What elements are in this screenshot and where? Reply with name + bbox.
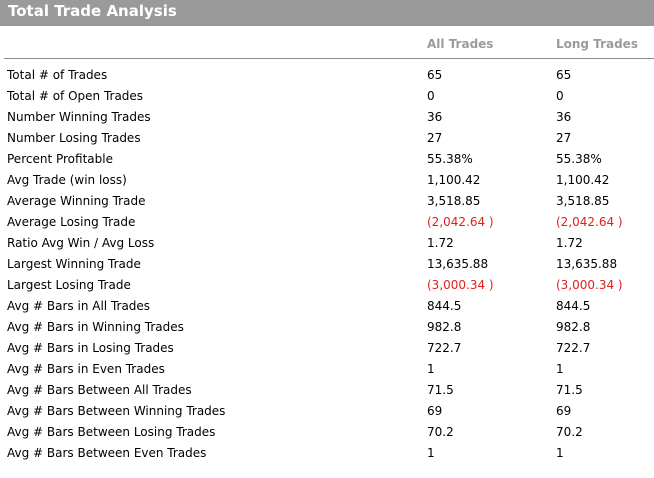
table-row: Average Losing Trade (2,042.64 ) (2,042.64… (0, 211, 654, 232)
long-trades-value: 722.7 (556, 341, 591, 355)
all-trades-value: 27 (427, 131, 443, 145)
row-label: Number Losing Trades (7, 131, 141, 145)
long-trades-value: 27 (556, 131, 572, 145)
all-trades-value: 70.2 (427, 425, 454, 439)
row-label: Number Winning Trades (7, 110, 151, 124)
table-row: Avg # Bars in Winning Trades 982.8 982.8 (0, 316, 654, 337)
all-trades-value: 722.7 (427, 341, 462, 355)
all-trades-value: 844.5 (427, 299, 462, 313)
table-row: Avg # Bars Between Losing Trades 70.2 70.2 (0, 421, 654, 442)
row-label: Avg # Bars Between Losing Trades (7, 425, 216, 439)
row-label: Avg # Bars in Even Trades (7, 362, 165, 376)
table-row: Avg # Bars Between Winning Trades 69 69 (0, 400, 654, 421)
table-row: Avg # Bars in Even Trades 1 1 (0, 358, 654, 379)
row-label: Average Winning Trade (7, 194, 146, 208)
all-trades-value: 0 (427, 89, 435, 103)
long-trades-value: 69 (556, 404, 572, 418)
table-row: Avg Trade (win loss) 1,100.42 1,100.42 (0, 169, 654, 190)
panel-title: Total Trade Analysis (8, 2, 177, 20)
table-row: Avg # Bars Between Even Trades 1 1 (0, 442, 654, 463)
long-trades-value: 3,518.85 (556, 194, 610, 208)
table-row: Total # of Trades 65 65 (0, 64, 654, 85)
all-trades-value: (3,000.34 ) (427, 278, 494, 292)
long-trades-value: 982.8 (556, 320, 591, 334)
long-trades-value: (2,042.64 ) (556, 215, 623, 229)
row-label: Average Losing Trade (7, 215, 136, 229)
row-label: Largest Losing Trade (7, 278, 131, 292)
column-header-long-trades: Long Trades (556, 37, 638, 51)
all-trades-value: 1,100.42 (427, 173, 481, 187)
row-label: Avg Trade (win loss) (7, 173, 127, 187)
row-label: Ratio Avg Win / Avg Loss (7, 236, 155, 250)
table-row: Number Winning Trades 36 36 (0, 106, 654, 127)
table-row: Average Winning Trade 3,518.85 3,518.85 (0, 190, 654, 211)
long-trades-value: 1.72 (556, 236, 583, 250)
table-row: Total # of Open Trades 0 0 (0, 85, 654, 106)
all-trades-value: (2,042.64 ) (427, 215, 494, 229)
table-row: Largest Winning Trade 13,635.88 13,635.88 (0, 253, 654, 274)
row-label: Avg # Bars Between Even Trades (7, 446, 207, 460)
long-trades-value: 1 (556, 446, 564, 460)
table-row: Number Losing Trades 27 27 (0, 127, 654, 148)
row-label: Percent Profitable (7, 152, 113, 166)
all-trades-value: 36 (427, 110, 443, 124)
header-divider (4, 58, 654, 59)
row-label: Avg # Bars in Losing Trades (7, 341, 174, 355)
long-trades-value: 13,635.88 (556, 257, 618, 271)
all-trades-value: 71.5 (427, 383, 454, 397)
table-row: Percent Profitable 55.38% 55.38% (0, 148, 654, 169)
row-label: Total # of Open Trades (7, 89, 144, 103)
long-trades-value: 36 (556, 110, 572, 124)
all-trades-value: 3,518.85 (427, 194, 481, 208)
row-label: Avg # Bars in All Trades (7, 299, 151, 313)
long-trades-value: 71.5 (556, 383, 583, 397)
long-trades-value: 1 (556, 362, 564, 376)
row-label: Avg # Bars Between All Trades (7, 383, 192, 397)
table-row: Largest Losing Trade (3,000.34 ) (3,000.34… (0, 274, 654, 295)
column-header-all-trades: All Trades (427, 37, 494, 51)
long-trades-value: 55.38% (556, 152, 602, 166)
table-row: Avg # Bars Between All Trades 71.5 71.5 (0, 379, 654, 400)
row-label: Avg # Bars Between Winning Trades (7, 404, 226, 418)
row-label: Largest Winning Trade (7, 257, 141, 271)
all-trades-value: 55.38% (427, 152, 473, 166)
long-trades-value: 65 (556, 68, 572, 82)
row-label: Avg # Bars in Winning Trades (7, 320, 184, 334)
all-trades-value: 1.72 (427, 236, 454, 250)
long-trades-value: 1,100.42 (556, 173, 610, 187)
long-trades-value: 844.5 (556, 299, 591, 313)
title-bar: Total Trade Analysis (0, 0, 654, 26)
long-trades-value: 70.2 (556, 425, 583, 439)
all-trades-value: 69 (427, 404, 443, 418)
table-row: Ratio Avg Win / Avg Loss 1.72 1.72 (0, 232, 654, 253)
table-row: Avg # Bars in Losing Trades 722.7 722.7 (0, 337, 654, 358)
table-row: Avg # Bars in All Trades 844.5 844.5 (0, 295, 654, 316)
long-trades-value: (3,000.34 ) (556, 278, 623, 292)
all-trades-value: 65 (427, 68, 443, 82)
trade-stats-table: Total # of Trades 65 65 Total # of Open Tr… (0, 64, 654, 463)
all-trades-value: 982.8 (427, 320, 462, 334)
row-label: Total # of Trades (7, 68, 108, 82)
long-trades-value: 0 (556, 89, 564, 103)
all-trades-value: 1 (427, 362, 435, 376)
all-trades-value: 13,635.88 (427, 257, 489, 271)
all-trades-value: 1 (427, 446, 435, 460)
